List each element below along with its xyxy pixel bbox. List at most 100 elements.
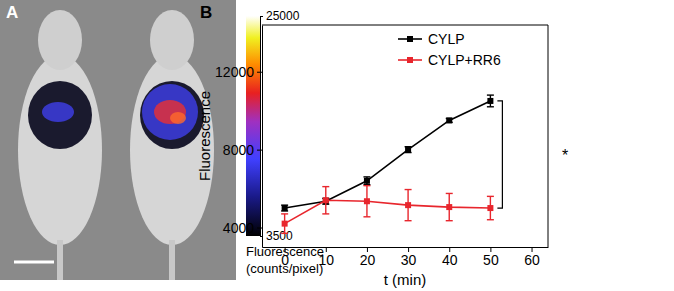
- error-bar-cap: [363, 216, 370, 217]
- error-bar: [363, 177, 370, 185]
- error-bar-cap: [363, 185, 370, 186]
- x-axis-tick: 30: [401, 247, 417, 268]
- error-bar-cap: [281, 233, 288, 234]
- error-bar: [405, 190, 412, 221]
- mouse-tail: [169, 240, 175, 280]
- plot-frame: [262, 25, 548, 26]
- colorbar-axis-line: [260, 17, 261, 237]
- data-point: [323, 197, 329, 203]
- x-axis-tick: 40: [442, 247, 458, 268]
- scale-bar: [14, 261, 54, 264]
- data-point: [364, 178, 370, 184]
- legend-label: CYLP: [428, 31, 465, 47]
- data-point: [446, 204, 452, 210]
- colorbar-tick: 25000: [260, 9, 300, 23]
- chest-window: [28, 81, 92, 149]
- y-axis-tick-mark: [257, 228, 262, 229]
- error-bar-cap: [322, 213, 329, 214]
- y-axis-tick: 8000: [223, 142, 262, 158]
- plot-area: [281, 95, 494, 233]
- colorbar-tick-label: 25000: [266, 9, 300, 23]
- y-axis-tick: 4000: [223, 220, 262, 236]
- x-axis: 0 10 20 30 40 50 60: [263, 247, 549, 268]
- error-bar-cap: [322, 186, 329, 187]
- error-bar: [363, 186, 370, 217]
- signal-low: [42, 102, 74, 122]
- error-bar-cap: [405, 220, 412, 221]
- y-axis-tick: 12000: [215, 64, 262, 80]
- legend-item: CYLP+RR6: [398, 52, 501, 68]
- error-bar-cap: [405, 189, 412, 190]
- legend-item: CYLP: [398, 31, 465, 47]
- data-point: [487, 98, 493, 104]
- x-axis-tick: 60: [524, 247, 540, 268]
- mouse-head: [38, 10, 82, 70]
- signal-high: [154, 100, 186, 124]
- error-bar-cap: [487, 196, 494, 197]
- error-bar-cap: [487, 219, 494, 220]
- x-axis-title: t (min): [384, 271, 427, 288]
- data-point: [282, 205, 288, 211]
- error-bar-cap: [487, 106, 494, 107]
- mouse-body: [130, 55, 214, 245]
- figure: A350025000Fluorescence(counts/pixel)B010…: [0, 0, 674, 291]
- colorbar-tick-mark: [260, 16, 263, 17]
- significance-mark: *: [562, 147, 568, 164]
- error-bar-cap: [363, 176, 370, 177]
- error-bar-cap: [446, 220, 453, 221]
- colorbar-axis: 3500 25000: [260, 9, 300, 243]
- x-axis-tick-label: 0: [281, 252, 289, 268]
- photo: [0, 0, 236, 280]
- mouse: [130, 10, 214, 280]
- colorbar: [246, 16, 260, 236]
- x-axis-tick: 10: [318, 247, 334, 268]
- legend-label: CYLP+RR6: [428, 52, 501, 68]
- y-axis-tick-mark: [257, 72, 262, 73]
- mouse: [18, 10, 102, 280]
- bracket-line: [497, 101, 502, 208]
- data-point: [405, 202, 411, 208]
- panel-label: A: [6, 3, 18, 22]
- y-axis: 4000 8000 12000: [215, 26, 262, 248]
- x-axis-tick: 50: [483, 247, 499, 268]
- signal-low: [142, 84, 198, 140]
- y-axis-title: Fluorescence: [196, 91, 213, 181]
- legend-marker: [407, 57, 413, 63]
- y-axis-tick-label: 8000: [223, 142, 254, 158]
- data-point: [405, 147, 411, 153]
- y-axis-tick-mark: [257, 150, 262, 151]
- x-axis-tick-label: 60: [524, 252, 540, 268]
- colorbar-tick-label: 3500: [266, 229, 293, 243]
- error-bar-cap: [446, 193, 453, 194]
- error-bar: [487, 196, 494, 219]
- legend: CYLP CYLP+RR6: [398, 31, 501, 68]
- x-axis-line: [263, 247, 549, 248]
- error-bar: [281, 214, 288, 233]
- x-axis-tick-label: 20: [360, 252, 376, 268]
- mouse-body: [18, 55, 102, 245]
- signal-peak: [170, 112, 186, 124]
- error-bar: [281, 205, 288, 211]
- error-bar-cap: [363, 184, 370, 185]
- x-axis-tick: 0: [281, 247, 289, 268]
- colorbar-tick: 3500: [260, 229, 293, 243]
- error-bar: [446, 193, 453, 220]
- x-axis-tick-label: 30: [401, 252, 417, 268]
- error-bar-cap: [487, 94, 494, 95]
- x-axis-tick-label: 40: [442, 252, 458, 268]
- mouse-tail: [57, 240, 63, 280]
- error-bar: [322, 187, 329, 214]
- photo-background: [0, 0, 236, 280]
- significance-bracket: [497, 101, 502, 208]
- panel-label: B: [200, 3, 212, 22]
- legend-marker: [407, 36, 413, 42]
- x-axis-tick-label: 10: [318, 252, 334, 268]
- mouse-head: [150, 10, 194, 70]
- y-axis-line: [262, 26, 263, 248]
- data-point: [364, 198, 370, 204]
- error-bar: [487, 95, 494, 107]
- error-bar: [405, 147, 412, 153]
- x-axis-tick: 20: [360, 247, 376, 268]
- data-point: [282, 221, 288, 227]
- series-line: [285, 200, 491, 223]
